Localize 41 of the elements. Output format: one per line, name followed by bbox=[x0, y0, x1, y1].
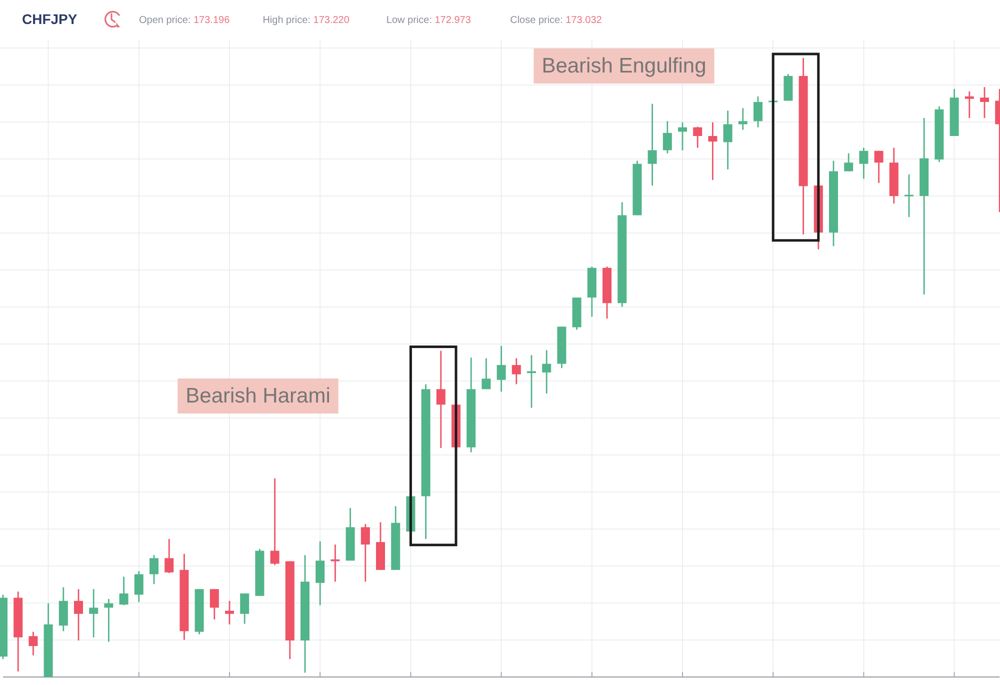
candlestick bbox=[104, 598, 114, 642]
candlestick bbox=[270, 478, 280, 566]
candlestick bbox=[119, 576, 128, 606]
candlestick bbox=[436, 350, 446, 449]
candlestick bbox=[662, 120, 672, 154]
candlestick bbox=[527, 354, 536, 408]
annotation: Bearish Engulfing bbox=[542, 54, 706, 78]
candlestick bbox=[150, 554, 158, 585]
candlestick bbox=[512, 358, 521, 385]
text: Low price: 172.973 bbox=[386, 15, 472, 26]
candlestick bbox=[723, 110, 732, 170]
candlestick bbox=[74, 588, 83, 642]
candlestick bbox=[134, 570, 144, 603]
text: Close price: 173.032 bbox=[510, 15, 602, 26]
text: Open price: 173.196 bbox=[139, 15, 230, 26]
candlestick bbox=[859, 147, 868, 180]
candlestick bbox=[708, 122, 718, 181]
candlestick bbox=[482, 358, 491, 390]
candlestick bbox=[980, 86, 989, 119]
candlestick bbox=[360, 523, 370, 582]
candlestick bbox=[210, 588, 219, 620]
candlestick bbox=[693, 126, 702, 148]
candlestick bbox=[225, 600, 234, 626]
annotation: Bearish Harami bbox=[186, 384, 330, 408]
candlestick bbox=[240, 592, 250, 624]
candlestick bbox=[874, 150, 884, 184]
chart-title: CHFJPY bbox=[22, 11, 78, 27]
candlestick bbox=[496, 345, 506, 392]
candlestick bbox=[316, 540, 325, 606]
candlestick bbox=[844, 152, 854, 172]
candlestick bbox=[754, 96, 762, 128]
candlestick bbox=[904, 174, 914, 218]
candlestick bbox=[89, 588, 98, 638]
candlestick bbox=[648, 103, 657, 186]
text: High price: 173.220 bbox=[262, 15, 350, 26]
candlestick bbox=[964, 90, 974, 119]
candlestick bbox=[542, 349, 552, 394]
candlestick bbox=[164, 538, 174, 574]
candlestick bbox=[678, 122, 687, 151]
candlestick bbox=[28, 631, 38, 656]
candlestick bbox=[738, 107, 748, 131]
